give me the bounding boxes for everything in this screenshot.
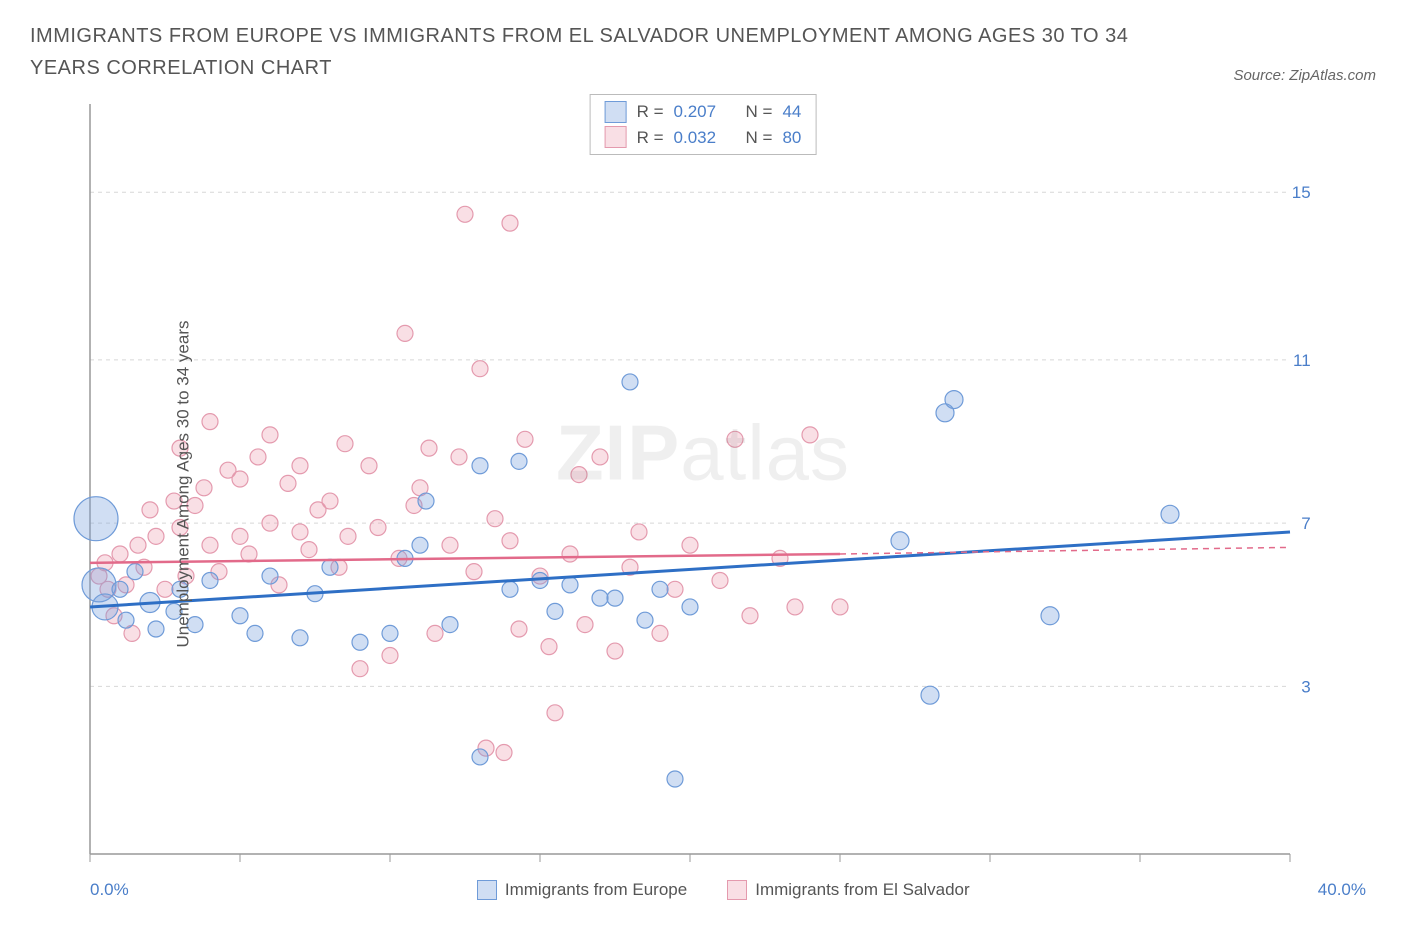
y-axis-label: Unemployment Among Ages 30 to 34 years	[173, 321, 193, 648]
svg-text:7.5%: 7.5%	[1301, 514, 1310, 533]
r-value-series2: 0.032	[674, 125, 717, 151]
scatter-chart: 3.8% 7.5% 11.2% 15.0%	[30, 94, 1310, 874]
chart-title: IMMIGRANTS FROM EUROPE VS IMMIGRANTS FRO…	[30, 20, 1180, 84]
legend-swatch-series1	[477, 880, 497, 900]
x-axis-max-label: 40.0%	[1318, 880, 1366, 900]
svg-text:3.8%: 3.8%	[1301, 677, 1310, 696]
svg-text:15.0%: 15.0%	[1292, 183, 1310, 202]
stats-row-series1: R = 0.207 N = 44	[605, 99, 802, 125]
legend-label-series1: Immigrants from Europe	[505, 880, 687, 900]
n-label: N =	[746, 99, 773, 125]
r-value-series1: 0.207	[674, 99, 717, 125]
swatch-series1	[605, 101, 627, 123]
stats-row-series2: R = 0.032 N = 80	[605, 125, 802, 151]
swatch-series2	[605, 126, 627, 148]
svg-text:11.2%: 11.2%	[1293, 351, 1310, 370]
n-value-series1: 44	[782, 99, 801, 125]
r-label: R =	[637, 99, 664, 125]
legend-item-series2: Immigrants from El Salvador	[727, 880, 969, 900]
bottom-legend: 0.0% Immigrants from Europe Immigrants f…	[30, 880, 1376, 900]
legend-swatch-series2	[727, 880, 747, 900]
n-label: N =	[746, 125, 773, 151]
legend-item-series1: Immigrants from Europe	[477, 880, 687, 900]
n-value-series2: 80	[782, 125, 801, 151]
r-label: R =	[637, 125, 664, 151]
x-axis-min-label: 0.0%	[90, 880, 129, 900]
stats-legend-box: R = 0.207 N = 44 R = 0.032 N = 80	[590, 94, 817, 155]
source-attribution: Source: ZipAtlas.com	[1233, 67, 1376, 84]
legend-label-series2: Immigrants from El Salvador	[755, 880, 969, 900]
chart-container: Unemployment Among Ages 30 to 34 years Z…	[30, 94, 1376, 874]
